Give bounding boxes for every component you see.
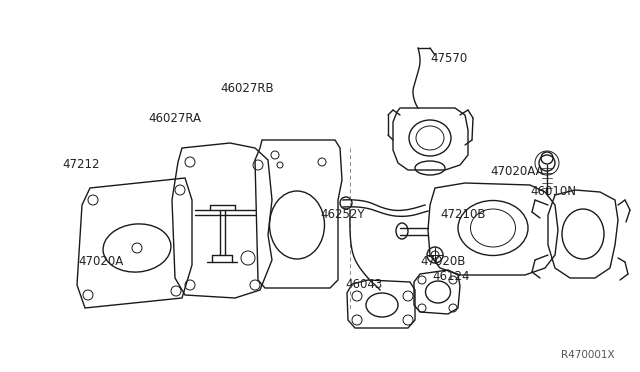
Text: 46252Y: 46252Y: [320, 208, 365, 221]
Text: 47020B: 47020B: [420, 255, 465, 268]
Text: 47570: 47570: [430, 52, 467, 65]
Text: 46043: 46043: [345, 278, 382, 291]
Text: 46027RB: 46027RB: [220, 82, 274, 95]
Text: 46010N: 46010N: [530, 185, 576, 198]
Text: 46027RA: 46027RA: [148, 112, 201, 125]
Text: 47212: 47212: [62, 158, 99, 171]
Text: 47210B: 47210B: [440, 208, 486, 221]
Text: 47020A: 47020A: [78, 255, 124, 268]
Text: 47020AA: 47020AA: [490, 165, 543, 178]
Text: R470001X: R470001X: [561, 350, 615, 360]
Text: 46124: 46124: [432, 270, 470, 283]
